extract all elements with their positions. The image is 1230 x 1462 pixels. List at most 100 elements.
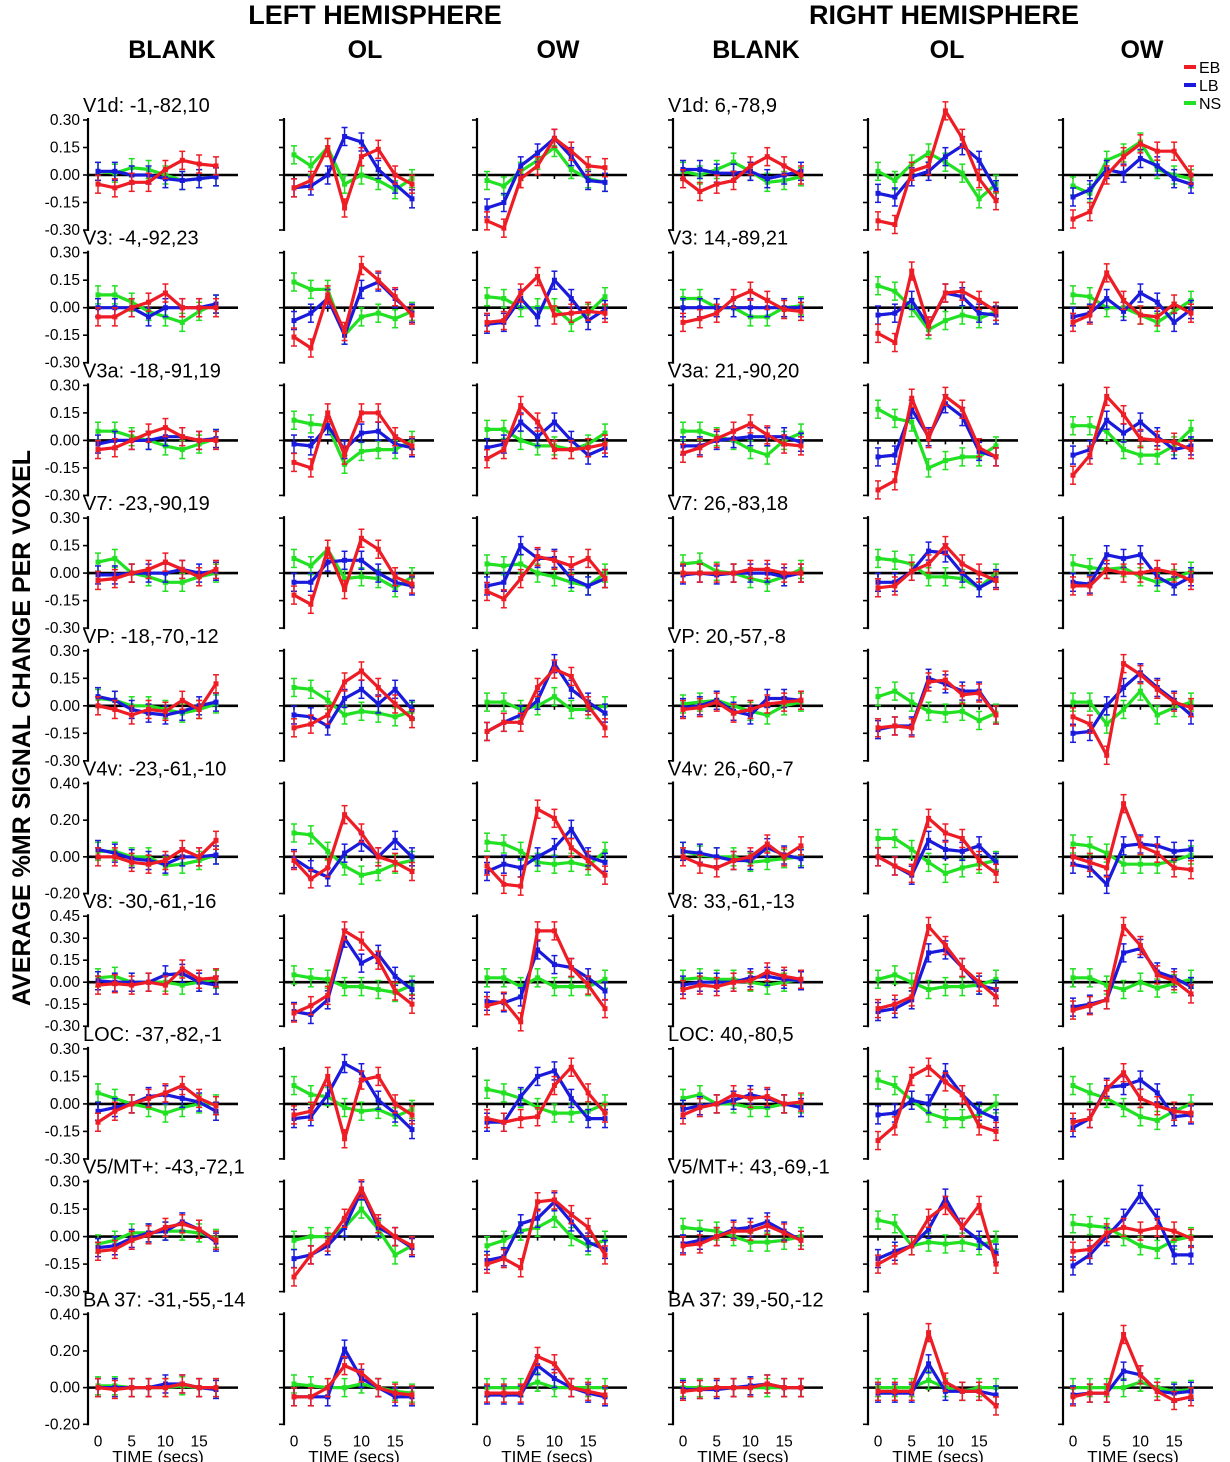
- data-point-lb: [484, 205, 490, 211]
- data-point-eb: [1154, 972, 1160, 978]
- data-point-ns: [1137, 979, 1143, 985]
- data-point-eb: [308, 465, 314, 471]
- data-point-ns: [484, 426, 490, 432]
- data-point-ns: [1070, 699, 1076, 705]
- data-point-eb: [291, 459, 297, 465]
- panel-right-blank-row-1: V1d: 6,-78,9: [668, 95, 823, 231]
- data-point-ns: [1070, 561, 1076, 567]
- y-tick-label: 0.30: [50, 930, 81, 947]
- data-point-eb: [781, 163, 787, 169]
- data-point-eb: [535, 928, 541, 934]
- data-point-ns: [1121, 861, 1127, 867]
- data-point-eb: [358, 830, 364, 836]
- panel-left-ol-row-7: [279, 914, 434, 1028]
- data-point-lb: [535, 697, 541, 703]
- data-point-ns: [1087, 699, 1093, 705]
- y-tick-label: -0.15: [45, 327, 80, 344]
- data-point-lb: [714, 854, 720, 860]
- data-point-eb: [602, 725, 608, 731]
- data-point-eb: [95, 982, 101, 988]
- data-point-eb: [375, 146, 381, 152]
- data-point-eb: [551, 666, 557, 672]
- data-point-lb: [501, 861, 507, 867]
- data-point-eb: [993, 994, 999, 1000]
- data-point-eb: [484, 728, 490, 734]
- data-point-lb: [358, 686, 364, 692]
- data-point-lb: [875, 312, 881, 318]
- y-tick-label: -0.30: [45, 620, 81, 637]
- data-point-eb: [1154, 850, 1160, 856]
- data-point-eb: [308, 1003, 314, 1009]
- data-point-eb: [501, 318, 507, 324]
- series-line-lb: [486, 136, 606, 210]
- data-point-eb: [409, 716, 415, 722]
- panel-left-ow-row-5: [472, 648, 627, 762]
- data-point-eb: [697, 316, 703, 322]
- data-point-eb: [1188, 577, 1194, 583]
- data-point-eb: [409, 1001, 415, 1007]
- data-point-eb: [764, 701, 770, 707]
- data-point-lb: [1104, 296, 1110, 302]
- series-line-ns: [98, 293, 217, 324]
- y-tick-label: 0.00: [50, 565, 81, 582]
- data-point-ns: [535, 570, 541, 576]
- data-point-lb: [325, 723, 331, 729]
- data-point-lb: [1104, 552, 1110, 558]
- data-point-ns: [308, 832, 314, 838]
- data-point-eb: [179, 434, 185, 440]
- data-point-ns: [112, 292, 118, 298]
- panel-right-ow-row-5: [1058, 648, 1213, 766]
- data-point-lb: [568, 826, 574, 832]
- panel-right-blank-row-4: V7: 26,-83,18: [668, 493, 823, 630]
- data-point-ns: [308, 686, 314, 692]
- data-point-ns: [342, 984, 348, 990]
- data-point-eb: [875, 330, 881, 336]
- data-point-eb: [680, 176, 686, 182]
- data-point-eb: [112, 314, 118, 320]
- data-point-eb: [518, 290, 524, 296]
- data-point-lb: [747, 305, 753, 311]
- data-point-lb: [342, 695, 348, 701]
- series-line-eb: [98, 839, 218, 866]
- data-point-lb: [291, 441, 297, 447]
- data-point-eb: [146, 179, 152, 185]
- data-point-lb: [1087, 187, 1093, 193]
- y-tick-label: 0.40: [50, 776, 81, 793]
- data-point-eb: [798, 697, 804, 703]
- data-point-ns: [551, 574, 557, 580]
- data-point-lb: [551, 845, 557, 851]
- panel-right-ol-row-6: [863, 781, 1018, 895]
- data-point-eb: [213, 163, 219, 169]
- data-point-eb: [1137, 436, 1143, 442]
- data-point-eb: [484, 863, 490, 869]
- series-line-eb: [1072, 802, 1192, 872]
- data-point-ns: [358, 872, 364, 878]
- y-tick-label: -0.20: [45, 886, 81, 903]
- region-label: V1d: 6,-78,9: [668, 95, 777, 117]
- series-line-lb: [877, 144, 998, 199]
- data-point-ns: [484, 561, 490, 567]
- data-point-ns: [568, 706, 574, 712]
- data-point-eb: [1087, 312, 1093, 318]
- data-point-eb: [781, 570, 787, 576]
- condition-title-left-ow: OW: [536, 36, 579, 64]
- data-point-ns: [501, 699, 507, 705]
- data-point-eb: [909, 268, 915, 274]
- series-line-eb: [292, 813, 413, 881]
- data-point-lb: [568, 576, 574, 582]
- y-tick-label: -0.30: [45, 222, 81, 239]
- data-point-ns: [942, 984, 948, 990]
- condition-title-right-ol: OL: [930, 36, 965, 64]
- data-point-eb: [798, 308, 804, 314]
- data-point-eb: [213, 566, 219, 572]
- data-point-ns: [342, 181, 348, 187]
- data-point-lb: [1171, 583, 1177, 589]
- region-label: V4v: -23,-61,-10: [83, 759, 226, 781]
- data-point-eb: [1121, 412, 1127, 418]
- data-point-lb: [585, 583, 591, 589]
- data-point-eb: [179, 566, 185, 572]
- data-point-eb: [798, 976, 804, 982]
- data-point-eb: [926, 679, 932, 685]
- data-point-ns: [95, 1090, 101, 1096]
- legend-label-eb: EB: [1199, 60, 1220, 77]
